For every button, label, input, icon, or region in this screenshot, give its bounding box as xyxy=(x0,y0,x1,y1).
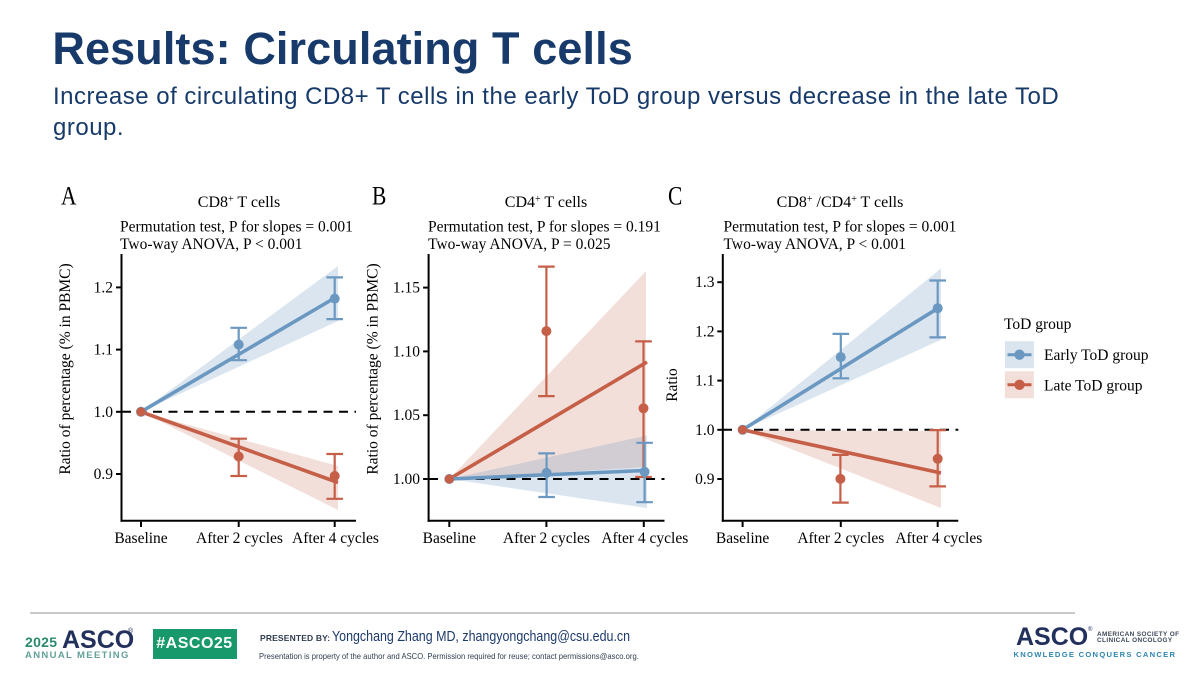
svg-text:Baseline: Baseline xyxy=(114,530,167,547)
svg-text:CD8+ T cells: CD8+ T cells xyxy=(198,194,280,211)
svg-text:1.10: 1.10 xyxy=(393,343,420,360)
svg-text:Permutation test, P for slopes: Permutation test, P for slopes = 0.001 xyxy=(724,219,957,236)
svg-text:1.0: 1.0 xyxy=(94,404,114,421)
svg-text:CD4+ T cells: CD4+ T cells xyxy=(505,194,587,211)
svg-text:1.00: 1.00 xyxy=(393,471,420,488)
svg-text:1.15: 1.15 xyxy=(393,280,420,297)
svg-text:1.1: 1.1 xyxy=(695,373,714,390)
svg-text:1.3: 1.3 xyxy=(695,274,715,291)
svg-text:Two-way ANOVA, P = 0.025: Two-way ANOVA, P = 0.025 xyxy=(428,236,611,253)
svg-text:Permutation test, P for slopes: Permutation test, P for slopes = 0.191 xyxy=(428,219,661,236)
svg-text:After 4 cycles: After 4 cycles xyxy=(292,530,379,547)
svg-text:Early ToD group: Early ToD group xyxy=(1044,347,1149,364)
svg-text:After 4 cycles: After 4 cycles xyxy=(601,530,688,547)
svg-text:Ratio of percentage (% in PBMC: Ratio of percentage (% in PBMC) xyxy=(365,263,382,474)
svg-text:After 2 cycles: After 2 cycles xyxy=(503,530,590,547)
svg-text:1.05: 1.05 xyxy=(393,407,420,424)
svg-text:1.1: 1.1 xyxy=(94,342,113,359)
svg-text:After 4 cycles: After 4 cycles xyxy=(895,530,982,547)
svg-text:ToD group: ToD group xyxy=(1004,316,1072,333)
svg-text:Two-way ANOVA, P < 0.001: Two-way ANOVA, P < 0.001 xyxy=(724,236,906,253)
svg-text:Ratio: Ratio xyxy=(664,368,681,402)
svg-text:Baseline: Baseline xyxy=(716,530,769,547)
svg-text:0.9: 0.9 xyxy=(94,466,114,483)
svg-text:Ratio of percentage (% in PBMC: Ratio of percentage (% in PBMC) xyxy=(57,263,74,474)
svg-text:B: B xyxy=(372,183,386,211)
svg-text:After 2 cycles: After 2 cycles xyxy=(196,530,283,547)
svg-text:1.0: 1.0 xyxy=(695,422,715,439)
svg-text:Two-way ANOVA, P < 0.001: Two-way ANOVA, P < 0.001 xyxy=(120,236,302,253)
svg-text:A: A xyxy=(61,183,77,211)
svg-text:1.2: 1.2 xyxy=(695,323,714,340)
svg-text:Permutation test, P for slopes: Permutation test, P for slopes = 0.001 xyxy=(120,219,353,236)
svg-text:1.2: 1.2 xyxy=(94,279,113,296)
svg-text:0.9: 0.9 xyxy=(695,471,715,488)
svg-text:Late ToD group: Late ToD group xyxy=(1044,378,1143,395)
svg-text:Baseline: Baseline xyxy=(423,530,476,547)
svg-text:C: C xyxy=(668,183,682,211)
svg-text:CD8+ /CD4+ T cells: CD8+ /CD4+ T cells xyxy=(777,194,904,211)
svg-text:After 2 cycles: After 2 cycles xyxy=(797,530,884,547)
